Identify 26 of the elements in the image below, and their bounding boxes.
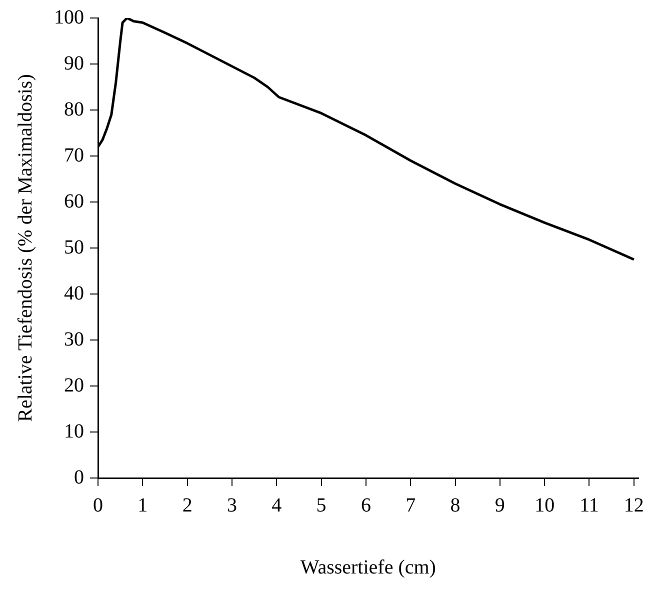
x-tick-label: 6: [360, 494, 371, 516]
x-tick-label: 5: [316, 494, 326, 516]
x-tick-label: 0: [93, 494, 103, 516]
x-tick-label: 3: [226, 494, 237, 516]
y-tick-label: 0: [74, 466, 84, 488]
x-tick-label: 4: [272, 494, 282, 516]
x-tick-label: 10: [534, 494, 555, 516]
y-tick-label: 40: [64, 282, 84, 304]
y-tick-label: 60: [64, 190, 84, 212]
y-tick-label: 50: [64, 236, 84, 258]
y-tick-label: 70: [64, 144, 84, 166]
x-tick-label: 7: [406, 494, 416, 516]
y-tick-label: 80: [64, 98, 84, 120]
x-tick-label: 12: [624, 494, 644, 516]
x-tick-label: 8: [450, 494, 460, 516]
y-tick-label: 10: [64, 420, 84, 442]
x-tick-label: 11: [580, 494, 599, 516]
y-tick-label: 90: [64, 52, 84, 74]
y-tick-label: 20: [64, 374, 84, 396]
x-axis-title: Wassertiefe (cm): [300, 556, 436, 578]
x-tick-label: 1: [138, 494, 148, 516]
y-tick-label: 30: [64, 328, 84, 350]
x-tick-label: 2: [182, 494, 192, 516]
y-tick-label: 100: [54, 6, 84, 28]
x-tick-label: 9: [494, 494, 505, 516]
y-axis-title: Relative Tiefendosis (% der Maximaldosis): [14, 74, 36, 422]
